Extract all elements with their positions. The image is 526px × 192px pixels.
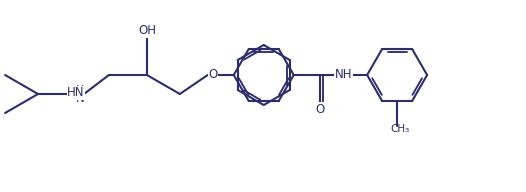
Text: O: O: [208, 69, 217, 81]
Text: N: N: [76, 92, 84, 104]
Text: H: H: [76, 85, 84, 95]
Text: HN: HN: [67, 87, 85, 99]
Text: O: O: [316, 103, 325, 116]
Text: CH₃: CH₃: [390, 124, 410, 134]
Text: NH: NH: [335, 68, 352, 80]
Text: OH: OH: [138, 25, 156, 37]
